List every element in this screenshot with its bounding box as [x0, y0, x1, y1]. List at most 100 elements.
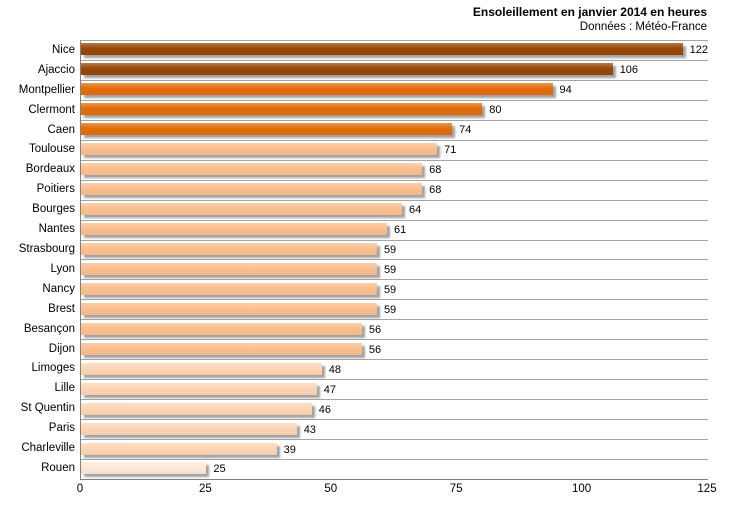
bar — [81, 203, 403, 216]
bar — [81, 282, 377, 295]
bar — [81, 123, 453, 136]
data-label: 56 — [368, 343, 382, 356]
chart-row: 68 — [81, 161, 708, 181]
data-label: 39 — [283, 443, 296, 456]
chart-row: 64 — [81, 201, 708, 221]
data-label: 106 — [619, 64, 639, 77]
bar — [81, 402, 312, 415]
chart-row: 46 — [81, 400, 708, 421]
data-label: 56 — [368, 323, 382, 336]
plot-area: 122 106 94 80 74 71 68 68 64 61 59 59 59 59 56 56 48 47 46… — [80, 40, 708, 480]
x-tick-label: 25 — [198, 483, 212, 495]
data-label: 48 — [328, 363, 342, 376]
x-axis: 0 25 50 75 100 125 — [76, 483, 717, 499]
data-label: 47 — [323, 383, 336, 396]
category-label: Bordeaux — [25, 163, 75, 176]
category-label: Poitiers — [36, 183, 75, 196]
chart-row: 56 — [81, 340, 708, 361]
chart-body: Nice Ajaccio Montpellier Clermont Caen Toulou… — [0, 40, 729, 480]
chart-title: Ensoleillement en janvier 2014 en heures — [472, 5, 707, 19]
chart-row: 74 — [81, 121, 708, 141]
data-label: 74 — [459, 124, 472, 137]
bar — [81, 43, 683, 56]
x-tick-label: 125 — [697, 483, 717, 495]
chart-row: 56 — [81, 320, 708, 341]
bar — [81, 362, 322, 375]
category-label: Clermont — [28, 103, 75, 116]
chart-row: 61 — [81, 221, 708, 241]
bar — [81, 183, 423, 196]
chart-row: 80 — [81, 101, 708, 121]
chart-subtitle: Données : Météo-France — [579, 21, 707, 33]
bar — [81, 302, 377, 315]
data-label: 64 — [409, 204, 422, 217]
chart-row: 122 — [81, 41, 708, 61]
data-label: 59 — [383, 263, 397, 276]
data-label: 68 — [429, 164, 442, 177]
x-tick-label: 50 — [324, 483, 338, 495]
data-label: 25 — [213, 463, 226, 476]
bar — [81, 462, 207, 475]
bar — [81, 63, 613, 76]
data-label: 43 — [303, 423, 316, 436]
chart-row: 71 — [81, 141, 708, 161]
bar — [81, 83, 553, 96]
chart-row: 106 — [81, 61, 708, 81]
category-label: Ajaccio — [37, 63, 75, 76]
bar — [81, 243, 377, 255]
data-label: 61 — [393, 224, 407, 237]
category-label: Paris — [48, 422, 75, 435]
data-label: 122 — [689, 44, 708, 57]
category-label: Nice — [51, 43, 75, 56]
data-label: 59 — [383, 283, 397, 296]
category-label: Brest — [48, 302, 75, 315]
bar — [81, 382, 317, 395]
category-label: Nancy — [42, 282, 75, 295]
category-label: Lyon — [50, 262, 75, 275]
chart-row: 59 — [81, 241, 708, 261]
bar — [81, 342, 362, 355]
category-label: Charleville — [21, 442, 75, 455]
x-tick-label: 0 — [76, 483, 84, 495]
chart-row: 59 — [81, 300, 708, 321]
chart-row: 94 — [81, 81, 708, 101]
category-label: Limoges — [31, 362, 75, 375]
chart-header: Ensoleillement en janvier 2014 en heures… — [473, 5, 707, 35]
chart-row: 39 — [81, 440, 708, 461]
bar — [81, 422, 297, 435]
data-label: 80 — [489, 104, 502, 117]
chart-row: 59 — [81, 280, 708, 301]
bar — [81, 103, 483, 116]
category-label: Nantes — [38, 223, 75, 236]
data-label: 59 — [383, 303, 397, 316]
category-label: Toulouse — [28, 143, 75, 156]
category-label: Lille — [54, 382, 75, 395]
bar — [81, 262, 377, 275]
category-label: Rouen — [41, 461, 75, 474]
category-label: Bourges — [32, 203, 75, 216]
data-label: 59 — [383, 244, 397, 256]
category-label: Caen — [47, 123, 76, 136]
bar — [81, 223, 387, 236]
data-label: 94 — [559, 84, 572, 97]
bar — [81, 143, 438, 156]
category-label: Strasbourg — [18, 243, 75, 256]
category-label: Montpellier — [18, 83, 75, 96]
category-label: Besançon — [23, 322, 75, 335]
chart-row: 68 — [81, 181, 708, 201]
category-label: Dijon — [48, 342, 75, 355]
bar — [81, 322, 362, 335]
bar — [81, 442, 277, 455]
category-label: St Quentin — [20, 402, 75, 415]
data-label: 71 — [444, 144, 457, 157]
data-label: 46 — [318, 403, 331, 416]
chart-row: 48 — [81, 360, 708, 381]
data-label: 68 — [429, 184, 442, 197]
chart-row: 43 — [81, 420, 708, 441]
chart-row: 25 — [81, 460, 708, 479]
x-tick-label: 75 — [449, 483, 463, 495]
bar — [81, 163, 423, 176]
y-axis-labels: Nice Ajaccio Montpellier Clermont Caen Toulou… — [0, 40, 80, 478]
x-tick-label: 100 — [572, 483, 592, 495]
